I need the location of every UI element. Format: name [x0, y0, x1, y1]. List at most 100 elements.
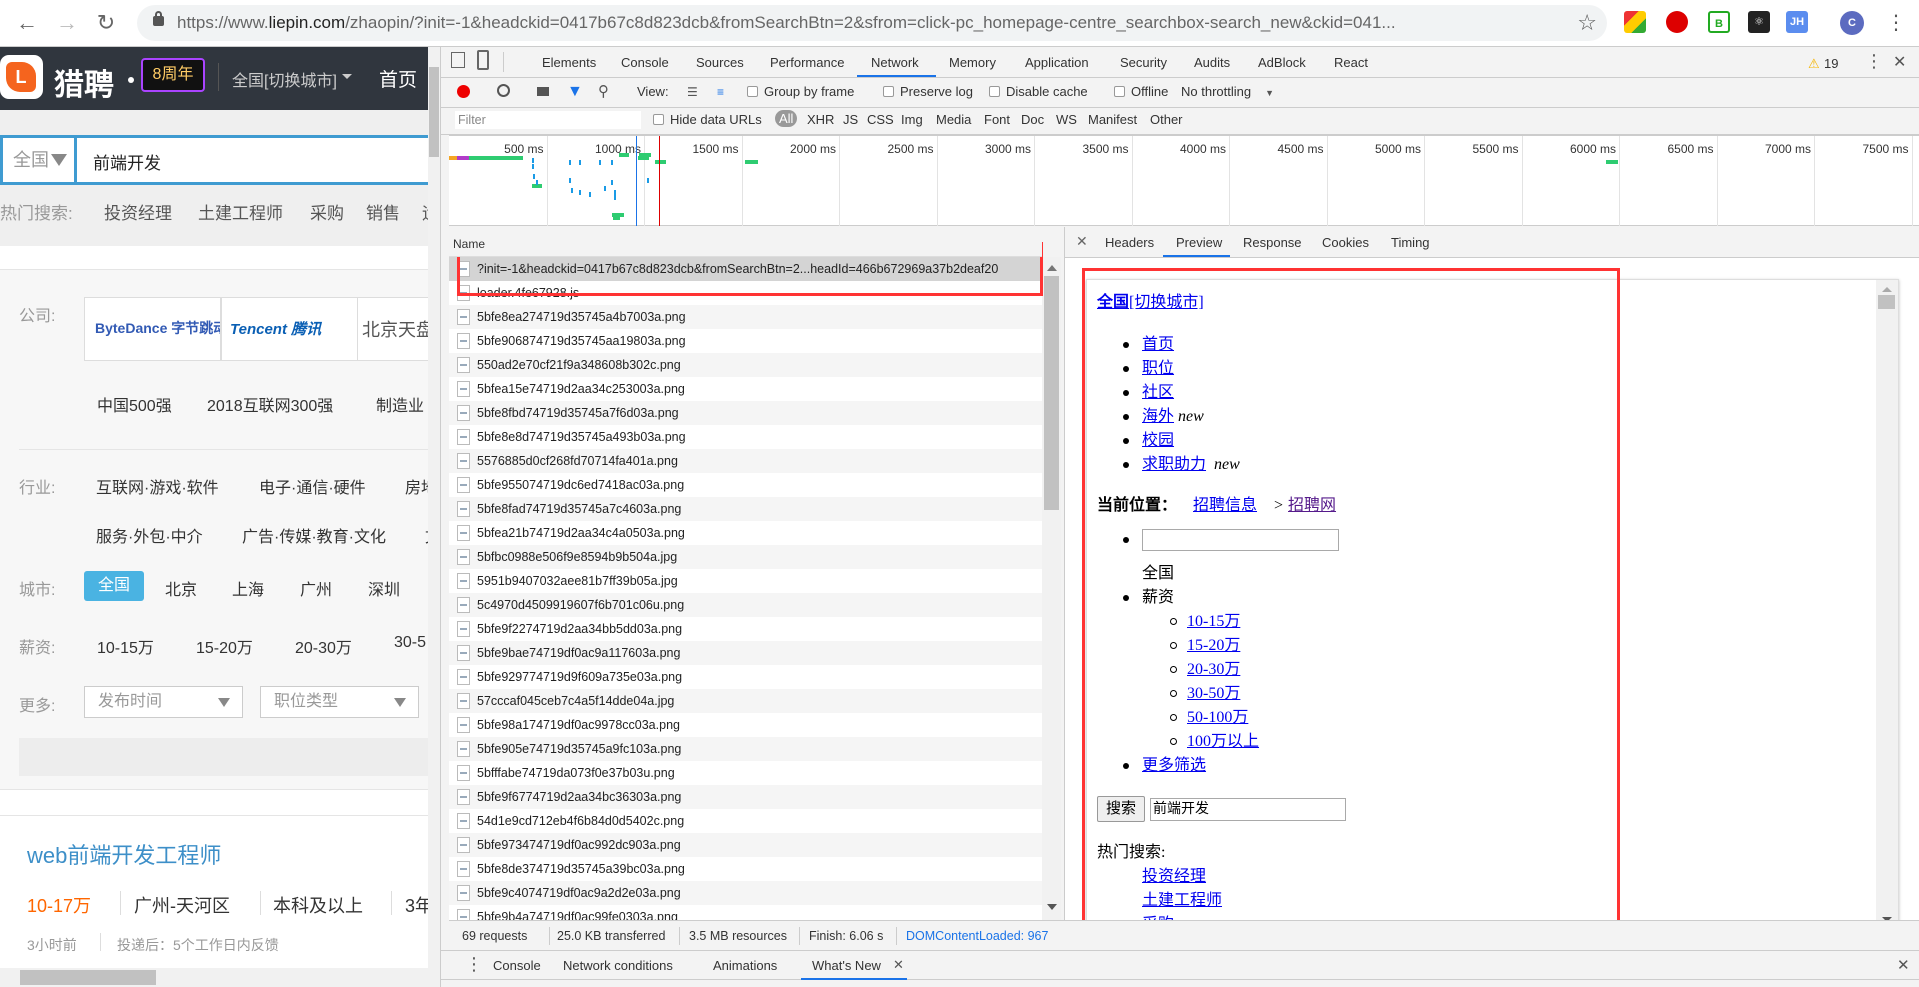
close-devtools-icon[interactable]: ✕	[1893, 54, 1907, 71]
close-whats-new-icon[interactable]: ✕	[893, 957, 904, 972]
reload-icon[interactable]: ↻	[96, 10, 116, 35]
browser-menu-icon[interactable]: ⋮	[1886, 12, 1906, 34]
network-overview-timeline[interactable]: 500 ms 1000 ms 1500 ms 2000 ms 2500 ms 3000 m…	[449, 135, 1919, 226]
city-option[interactable]: 广州	[300, 582, 333, 599]
large-rows-icon[interactable]: ☰	[687, 85, 698, 99]
filter-type-all[interactable]: All	[775, 110, 798, 127]
extension-b-icon[interactable]: B	[1708, 11, 1730, 33]
tab-cookies[interactable]: Cookies	[1322, 235, 1369, 250]
city-option[interactable]: 北京	[165, 582, 198, 599]
scrollbar-thumb[interactable]	[1044, 276, 1059, 510]
preview-search-button[interactable]: 搜索	[1097, 796, 1145, 822]
hot-search-item[interactable]: 土建工程师	[198, 204, 283, 223]
tab-preview[interactable]: Preview	[1176, 235, 1223, 250]
tab-elements[interactable]: Elements	[542, 55, 597, 70]
search-city-select[interactable]: 全国	[3, 138, 77, 182]
group-by-frame-checkbox[interactable]: Group by frame	[747, 84, 854, 99]
preview-salary-link[interactable]: 50-100万	[1187, 709, 1249, 726]
request-row[interactable]: 5bfe8ea274719d35745a4b7003a.png	[449, 305, 1042, 329]
request-row[interactable]: 5bfea21b74719d2aa34c4a0503a.png	[449, 521, 1042, 545]
request-row[interactable]: 5bfe8e8d74719d35745a493b03a.png	[449, 425, 1042, 449]
salary-option[interactable]: 20-30万	[295, 640, 352, 657]
device-toolbar-icon[interactable]	[477, 50, 489, 70]
disable-cache-checkbox[interactable]: Disable cache	[989, 84, 1088, 99]
preview-search-input[interactable]: 前端开发	[1150, 798, 1346, 821]
request-row[interactable]: 5bfe8de374719d35745a39bc03a.png	[449, 857, 1042, 881]
inspect-element-icon[interactable]	[451, 52, 465, 68]
industry-item[interactable]: 互联网·游戏·软件	[96, 480, 219, 497]
scroll-up-icon[interactable]	[1047, 265, 1057, 271]
liepin-logo[interactable]: L	[0, 55, 43, 99]
tab-console[interactable]: Console	[621, 55, 669, 70]
request-row[interactable]: 550ad2e70cf21f9a348608b302c.png	[449, 353, 1042, 377]
warning-icon[interactable]: ⚠	[1808, 56, 1820, 71]
filter-funnel-icon[interactable]: ▼	[567, 83, 583, 100]
salary-option[interactable]: 30-5	[394, 634, 427, 651]
drawer-tab-network-conditions[interactable]: Network conditions	[563, 958, 673, 973]
company-tag[interactable]: 制造业	[376, 398, 425, 415]
hide-data-urls-checkbox[interactable]: Hide data URLs	[653, 112, 762, 127]
more-filter-link[interactable]: 更多筛选	[1142, 757, 1207, 774]
job-type-select[interactable]: 职位类型	[260, 686, 419, 718]
request-row[interactable]: 5bfe9f2274719d2aa34bb5dd03a.png	[449, 617, 1042, 641]
breadcrumb-link[interactable]: 招聘信息	[1193, 497, 1258, 514]
request-row[interactable]: 5bfe906874719d35745aa19803a.png	[449, 329, 1042, 353]
close-detail-icon[interactable]: ✕	[1076, 233, 1088, 249]
scroll-down-icon[interactable]	[1882, 917, 1892, 922]
devtools-menu-icon[interactable]: ⋮	[1865, 51, 1883, 71]
preview-nav-link[interactable]: 职位	[1142, 360, 1175, 377]
request-row[interactable]: 5bfe8fbd74719d35745a7f6d03a.png	[449, 401, 1042, 425]
preview-nav-link[interactable]: 海外	[1142, 408, 1175, 425]
filter-type-doc[interactable]: Doc	[1021, 112, 1045, 127]
drawer-tab-what-s-new[interactable]: What's New	[812, 958, 881, 973]
page-vertical-scrollbar[interactable]	[428, 47, 440, 968]
city-option[interactable]: 深圳	[368, 582, 401, 599]
nav-home[interactable]: 首页	[379, 70, 418, 91]
tab-sources[interactable]: Sources	[696, 55, 744, 70]
filter-type-img[interactable]: Img	[901, 112, 923, 127]
request-row[interactable]: 5bfe9c4074719df0ac9a2d2e03a.png	[449, 881, 1042, 905]
address-bar[interactable]: https://www.liepin.com/zhaopin/?init=-1&…	[137, 5, 1607, 41]
search-icon[interactable]: ⚲	[598, 83, 609, 100]
preview-salary-link[interactable]: 100万以上	[1187, 733, 1260, 750]
drawer-tab-animations[interactable]: Animations	[713, 958, 778, 973]
preview-nav-link[interactable]: 社区	[1142, 384, 1175, 401]
industry-item[interactable]: 电子·通信·硬件	[259, 480, 366, 497]
tab-memory[interactable]: Memory	[949, 55, 996, 70]
scroll-down-icon[interactable]	[1047, 904, 1057, 910]
hot-search-item[interactable]: 采购	[310, 204, 344, 223]
request-row[interactable]: 5bfe973474719df0ac992dc903a.png	[449, 833, 1042, 857]
company-logo-third[interactable]: 北京天盘	[357, 297, 428, 361]
city-option-active[interactable]: 全国	[84, 571, 144, 601]
request-row[interactable]: 5bfe9bae74719df0ac9a117603a.png	[449, 641, 1042, 665]
preview-nav-link[interactable]: 校园	[1142, 432, 1175, 449]
filter-type-css[interactable]: CSS	[867, 112, 894, 127]
clear-icon[interactable]	[497, 84, 510, 97]
hot-search-item[interactable]: 销售	[366, 204, 400, 223]
warning-count[interactable]: 19	[1824, 56, 1839, 71]
request-row[interactable]: loader.4fe67928.js	[449, 281, 1042, 305]
preview-hot-link[interactable]: 土建工程师	[1142, 892, 1223, 909]
filter-type-media[interactable]: Media	[936, 112, 972, 127]
preview-hot-link[interactable]: 投资经理	[1142, 868, 1207, 885]
screenshot-camera-icon[interactable]	[537, 87, 549, 96]
close-drawer-icon[interactable]: ✕	[1897, 957, 1910, 974]
filter-type-manifest[interactable]: Manifest	[1088, 112, 1138, 127]
company-logo-tencent[interactable]: Tencent 腾讯	[221, 297, 358, 361]
salary-option[interactable]: 10-15万	[97, 640, 154, 657]
request-row[interactable]: 5bfe929774719d9f609a735e03a.png	[449, 665, 1042, 689]
page-horizontal-scrollbar[interactable]	[0, 968, 440, 987]
tab-response[interactable]: Response	[1243, 235, 1302, 250]
preserve-log-checkbox[interactable]: Preserve log	[883, 84, 973, 99]
tab-security[interactable]: Security	[1120, 55, 1167, 70]
request-row[interactable]: 5bfe955074719dc6ed7418ac03a.png	[449, 473, 1042, 497]
preview-nav-link[interactable]: 求职助力	[1142, 456, 1207, 473]
extension-adblock-icon[interactable]	[1666, 11, 1688, 33]
job-title[interactable]: web前端开发工程师	[27, 843, 222, 868]
request-row[interactable]: 5bfea15e74719d2aa34c253003a.png	[449, 377, 1042, 401]
extension-react-icon[interactable]: ⚛	[1748, 11, 1770, 33]
drawer-menu-icon[interactable]: ⋮	[465, 954, 483, 974]
profile-avatar[interactable]: C	[1840, 11, 1864, 35]
filter-type-font[interactable]: Font	[984, 112, 1011, 127]
request-row[interactable]: 54d1e9cd712eb4f6b84d0d5402c.png	[449, 809, 1042, 833]
